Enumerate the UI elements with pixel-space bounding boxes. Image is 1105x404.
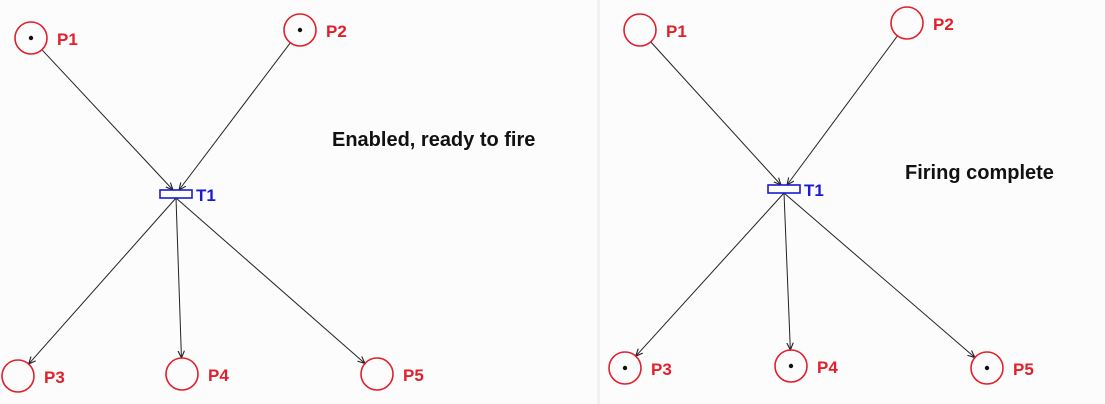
place-circle xyxy=(283,13,317,47)
place-p2: P2 xyxy=(890,6,954,40)
panel-divider xyxy=(597,0,600,404)
token-dot xyxy=(28,35,34,41)
transition-bar xyxy=(767,184,801,194)
place-circle xyxy=(360,357,394,391)
arc-t1-to-p4 xyxy=(175,197,181,358)
petri-net-before: P1 P2 P3 P4 P5 T1 Enabled, ready to fire xyxy=(1,13,535,393)
caption-firing-complete: Firing complete xyxy=(905,162,1054,184)
caption-enabled: Enabled, ready to fire xyxy=(332,129,535,151)
place-label: P1 xyxy=(666,22,687,41)
transition-t1: T1 xyxy=(159,186,216,205)
place-label: P3 xyxy=(651,360,672,379)
place-label: P3 xyxy=(44,368,65,387)
arc-t1-to-p5 xyxy=(175,197,365,363)
arc-t1-to-p3 xyxy=(636,192,785,356)
arc-p2-to-t1 xyxy=(179,42,291,190)
place-p1: P1 xyxy=(623,13,687,47)
place-circle xyxy=(970,351,1004,385)
place-p5: P5 xyxy=(360,357,424,391)
token-dot xyxy=(297,27,303,33)
arc-t1-to-p3 xyxy=(29,197,177,364)
place-label: P5 xyxy=(403,366,424,385)
place-circle xyxy=(165,357,199,391)
panel-after-firing: P1 P2 P3 P4 P5 T1 Firing complete xyxy=(600,0,1105,404)
place-label: P4 xyxy=(817,358,838,377)
place-circle xyxy=(890,6,924,40)
place-circle xyxy=(774,349,808,383)
transition-bar xyxy=(159,189,193,199)
place-label: P2 xyxy=(326,22,347,41)
place-p1: P1 xyxy=(14,21,78,55)
place-p3: P3 xyxy=(1,359,65,393)
place-label: P2 xyxy=(933,15,954,34)
place-label: P1 xyxy=(57,30,78,49)
place-label: P5 xyxy=(1013,360,1034,379)
panel-before-firing: P1 P2 P3 P4 P5 T1 Enabled, ready to fire xyxy=(1,13,536,393)
arc-t1-to-p4 xyxy=(783,192,790,350)
arc-p1-to-t1 xyxy=(650,41,781,185)
transition-label: T1 xyxy=(196,186,216,205)
place-p4: P4 xyxy=(774,349,838,383)
arc-t1-to-p5 xyxy=(783,192,975,358)
place-circle xyxy=(608,351,642,385)
transition-t1: T1 xyxy=(767,181,824,200)
transition-label: T1 xyxy=(804,181,824,200)
arc-p1-to-t1 xyxy=(41,49,173,190)
arc-p2-to-t1 xyxy=(787,35,898,185)
place-circle xyxy=(1,359,35,393)
place-label: P4 xyxy=(208,366,229,385)
place-circle xyxy=(14,21,48,55)
place-p2: P2 xyxy=(283,13,347,47)
place-p4: P4 xyxy=(165,357,229,391)
petri-net-after: P1 P2 P3 P4 P5 T1 Firing complete xyxy=(608,6,1054,385)
place-circle xyxy=(623,13,657,47)
place-p3: P3 xyxy=(608,351,672,385)
token-dot xyxy=(788,363,794,369)
place-p5: P5 xyxy=(970,351,1034,385)
token-dot xyxy=(622,365,628,371)
token-dot xyxy=(984,365,990,371)
